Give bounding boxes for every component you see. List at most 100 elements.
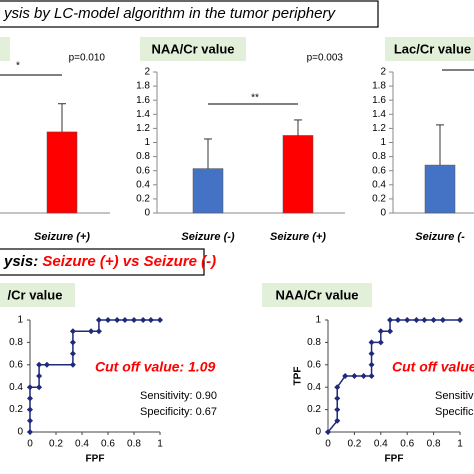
banner-red: Seizure (+) vs Seizure (-) (42, 253, 216, 270)
x-tick-label: Seizure (+) (270, 231, 326, 243)
roc-point (413, 317, 420, 323)
x-tick-label: 0 (325, 439, 331, 450)
roc-point (368, 373, 375, 379)
x-tick-label: 1 (157, 439, 163, 450)
roc-point (147, 317, 154, 323)
roc-point (334, 406, 341, 413)
annotation: Specificity: 0.67 (140, 406, 217, 418)
y-tick-label: 0.2 (9, 404, 23, 415)
bar (46, 131, 78, 214)
roc-point (368, 350, 375, 357)
y-tick-label: 1 (315, 315, 321, 326)
banner-title: ysis: Seizure (+) vs Seizure (-) (3, 253, 216, 270)
chart-title: NAA/Cr value (151, 41, 234, 56)
x-tick-label: 0.8 (127, 439, 141, 450)
roc-point (325, 429, 331, 435)
annotation: Cut off value: 1 (392, 359, 474, 375)
roc-point (27, 417, 33, 424)
banner-title: ysis by LC-model algorithm in the tumor … (3, 5, 336, 22)
roc-point (342, 373, 349, 379)
roc-point (377, 339, 384, 346)
title-box (0, 283, 75, 307)
x-tick-label: 0.2 (49, 439, 63, 450)
y-tick-label: 0 (144, 208, 150, 219)
banner-lead: ysis: (3, 253, 42, 270)
roc-point (69, 350, 76, 357)
x-tick-label: Seizure (- (415, 231, 465, 243)
title-box (0, 37, 10, 61)
annotation: ** (251, 93, 259, 104)
roc-point (387, 328, 394, 335)
roc-point (36, 373, 43, 379)
x-tick-label: 1 (457, 439, 463, 450)
y-tick-label: 1.6 (136, 95, 150, 106)
annotation: Cut off value: 1.09 (95, 359, 216, 375)
annotation: p=0.003 (307, 53, 344, 64)
y-axis-label: TPF (293, 367, 304, 386)
y-tick-label: 2 (144, 67, 150, 78)
roc-point (439, 317, 446, 323)
x-tick-label: 0.6 (101, 439, 115, 450)
y-tick-label: 0.4 (372, 179, 386, 190)
y-tick-label: 0.6 (136, 165, 150, 176)
x-tick-label: 0.8 (427, 439, 441, 450)
roc-point (157, 317, 163, 323)
y-tick-label: 0.8 (372, 151, 386, 162)
roc-point (36, 361, 43, 368)
roc-point (43, 361, 50, 368)
y-tick-label: 0.8 (307, 337, 321, 348)
roc-point (27, 429, 33, 435)
annotation: Sensitivity: 0.90 (140, 390, 217, 402)
x-axis-label: FPF (86, 454, 105, 465)
y-tick-label: 0 (380, 208, 386, 219)
annotation: * (16, 61, 20, 72)
x-tick-label: 0 (27, 439, 33, 450)
roc-point (105, 317, 111, 323)
y-tick-label: 0 (315, 427, 321, 438)
chart-title: NAA/Cr value (275, 287, 358, 302)
banner-box (0, 248, 205, 276)
roc-point (334, 384, 341, 391)
roc-point (27, 406, 33, 413)
bar (424, 164, 456, 214)
x-tick-label: 0.6 (400, 439, 414, 450)
y-tick-label: 0.4 (9, 382, 23, 393)
y-tick-label: 1 (17, 315, 23, 326)
roc-point (387, 317, 394, 323)
y-tick-label: 0.4 (307, 382, 321, 393)
y-tick-label: 2 (380, 67, 386, 78)
y-tick-label: 1.6 (372, 95, 386, 106)
bar (192, 168, 224, 214)
roc-point (334, 395, 341, 402)
y-tick-label: 0.4 (136, 179, 150, 190)
roc-point (368, 361, 375, 368)
roc-point (95, 328, 102, 335)
roc-point (88, 328, 95, 335)
roc-point (457, 317, 463, 323)
roc-point (131, 317, 137, 323)
y-tick-label: 0.8 (136, 151, 150, 162)
title-box (262, 283, 372, 307)
x-tick-label: 0.4 (75, 439, 89, 450)
roc-point (368, 339, 375, 346)
x-tick-label: 0.2 (347, 439, 361, 450)
y-tick-label: 0.6 (372, 165, 386, 176)
title-box (140, 37, 246, 61)
bar (282, 135, 314, 214)
y-tick-label: 0.2 (372, 194, 386, 205)
title-box (385, 37, 474, 61)
y-tick-label: 0.6 (307, 359, 321, 370)
roc-point (27, 395, 33, 402)
y-tick-label: 0.2 (307, 404, 321, 415)
y-tick-label: 1.2 (372, 123, 386, 134)
roc-point (121, 317, 128, 323)
roc-point (430, 317, 437, 323)
chart-title: Lac/Cr value (394, 41, 471, 56)
x-tick-label: Seizure (-) (181, 231, 235, 243)
roc-point (404, 317, 411, 323)
roc-point (377, 328, 384, 335)
annotation: p=0.010 (69, 53, 106, 64)
roc-point (351, 373, 358, 379)
annotation: Specifici (435, 406, 474, 418)
